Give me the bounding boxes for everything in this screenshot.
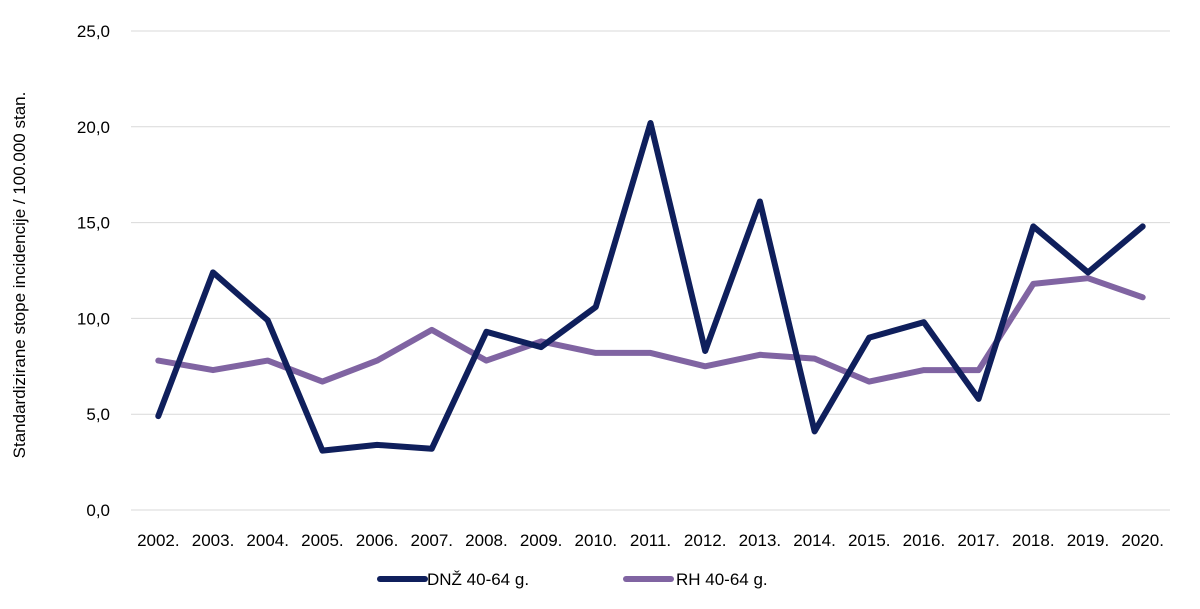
x-tick-label: 2005. bbox=[301, 531, 344, 550]
y-axis-ticks: 0,0 5,0 10,0 15,0 20,0 25,0 bbox=[77, 22, 110, 520]
grid-lines bbox=[131, 30, 1170, 511]
x-tick-label: 2020. bbox=[1121, 531, 1164, 550]
y-tick-label: 0,0 bbox=[86, 501, 110, 520]
x-tick-label: 2006. bbox=[356, 531, 399, 550]
legend-label-dnz: DNŽ 40-64 g. bbox=[427, 570, 529, 589]
x-tick-label: 2002. bbox=[137, 531, 180, 550]
y-axis-label: Standardizirane stope incidencije / 100.… bbox=[10, 92, 29, 459]
x-axis-ticks: 2002. 2003. 2004. 2005. 2006. 2007. 2008. 2009.… bbox=[137, 531, 1164, 550]
series-line-rh bbox=[155, 275, 1146, 385]
x-tick-label: 2013. bbox=[739, 531, 782, 550]
x-tick-label: 2004. bbox=[246, 531, 289, 550]
x-tick-label: 2018. bbox=[1012, 531, 1055, 550]
x-tick-label: 2019. bbox=[1067, 531, 1110, 550]
x-tick-label: 2007. bbox=[410, 531, 453, 550]
y-tick-label: 15,0 bbox=[77, 214, 110, 233]
x-tick-label: 2017. bbox=[957, 531, 1000, 550]
y-tick-label: 20,0 bbox=[77, 118, 110, 137]
y-tick-label: 10,0 bbox=[77, 309, 110, 328]
x-tick-label: 2008. bbox=[465, 531, 508, 550]
legend-label-rh: RH 40-64 g. bbox=[676, 570, 768, 589]
x-tick-label: 2012. bbox=[684, 531, 727, 550]
x-tick-label: 2014. bbox=[793, 531, 836, 550]
x-tick-label: 2010. bbox=[575, 531, 618, 550]
x-tick-label: 2011. bbox=[630, 531, 671, 550]
y-tick-label: 5,0 bbox=[86, 405, 110, 424]
y-tick-label: 25,0 bbox=[77, 22, 110, 41]
x-tick-label: 2016. bbox=[903, 531, 946, 550]
x-tick-label: 2015. bbox=[848, 531, 891, 550]
x-tick-label: 2003. bbox=[192, 531, 235, 550]
series-lines bbox=[155, 120, 1146, 454]
legend: DNŽ 40-64 g. RH 40-64 g. bbox=[377, 570, 768, 589]
series-line-dnz bbox=[155, 120, 1146, 454]
x-tick-label: 2009. bbox=[520, 531, 563, 550]
